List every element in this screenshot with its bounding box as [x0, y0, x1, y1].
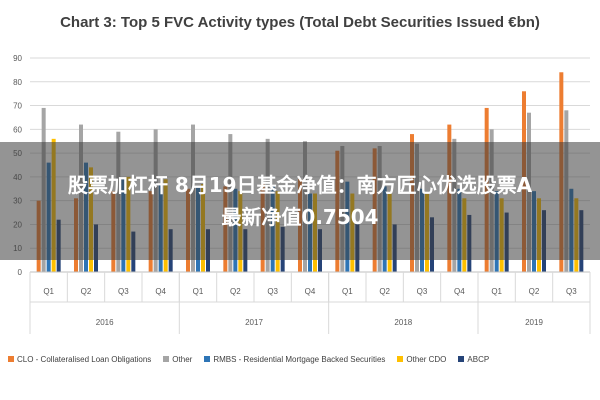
- legend-swatch: [458, 356, 465, 362]
- chart-title: Chart 3: Top 5 FVC Activity types (Total…: [60, 14, 540, 31]
- x-tick-label: Q4: [454, 287, 465, 296]
- legend-label: ABCP: [467, 354, 490, 364]
- x-tick-label: Q1: [491, 287, 502, 296]
- x-group-label: 2018: [394, 318, 412, 327]
- legend-item: ABCP: [458, 355, 489, 364]
- x-tick-label: Q1: [193, 287, 204, 296]
- x-axis-ticks: Q1 Q2 Q3 Q4 Q1 Q2 Q3 Q4 Q1 Q2 Q3 Q4 Q1 Q2 Q3 2016 2017 20…: [29, 271, 591, 334]
- overlay-headline: 股票加杠杆 8月19日基金净值：南方匠心优选股票A: [67, 173, 533, 197]
- y-tick-label: 0: [18, 268, 23, 277]
- x-tick-label: Q4: [305, 287, 316, 296]
- legend: CLO - Collateralised Loan Obligations Oth…: [8, 352, 598, 366]
- legend-label: Other: [172, 354, 193, 364]
- x-tick-label: Q1: [43, 287, 54, 296]
- x-group-label: 2017: [245, 318, 263, 327]
- x-tick-label: Q2: [379, 287, 390, 296]
- x-tick-label: Q1: [342, 287, 353, 296]
- legend-item: RMBS - Residential Mortgage Backed Secur…: [204, 355, 385, 364]
- legend-item: Other: [163, 355, 192, 364]
- x-tick-label: Q2: [230, 287, 241, 296]
- x-group-label: 2016: [96, 318, 114, 327]
- x-tick-label: Q3: [417, 287, 428, 296]
- x-group-label: 2019: [525, 318, 543, 327]
- x-tick-label: Q2: [529, 287, 540, 296]
- y-tick-label: 90: [13, 54, 22, 63]
- legend-item: CLO - Collateralised Loan Obligations: [8, 355, 151, 364]
- y-tick-label: 80: [13, 78, 22, 87]
- x-tick-label: Q2: [81, 287, 92, 296]
- legend-label: CLO - Collateralised Loan Obligations: [17, 354, 152, 364]
- x-tick-label: Q4: [155, 287, 166, 296]
- legend-item: Other CDO: [397, 355, 446, 364]
- x-tick-label: Q3: [118, 287, 129, 296]
- legend-swatch: [204, 356, 211, 362]
- y-tick-label: 70: [13, 102, 22, 111]
- y-tick-label: 60: [13, 125, 22, 134]
- legend-swatch: [397, 356, 404, 362]
- overlay-banner: 股票加杠杆 8月19日基金净值：南方匠心优选股票A 最新净值0.7504: [0, 142, 600, 260]
- legend-label: Other CDO: [406, 354, 447, 364]
- x-tick-label: Q3: [267, 287, 278, 296]
- legend-label: RMBS - Residential Mortgage Backed Secur…: [213, 354, 386, 364]
- legend-swatch: [8, 356, 14, 362]
- x-tick-label: Q3: [566, 287, 577, 296]
- overlay-subline: 最新净值0.7504: [221, 205, 379, 229]
- legend-swatch: [163, 356, 170, 362]
